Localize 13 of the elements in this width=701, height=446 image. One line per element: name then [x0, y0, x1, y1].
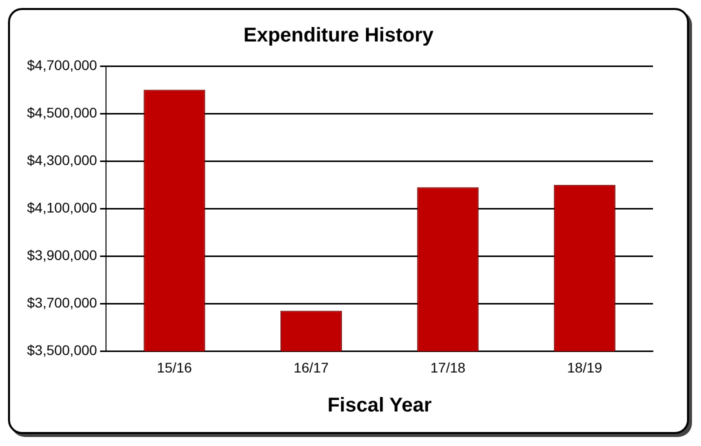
- x-tick-label: 16/17: [294, 359, 329, 376]
- y-tick-label: $3,900,000: [26, 246, 98, 263]
- y-tick-label: $4,700,000: [26, 56, 98, 73]
- y-tick-label: $3,700,000: [26, 294, 98, 311]
- y-tick-label: $4,500,000: [26, 104, 98, 120]
- y-tick-label: $4,300,000: [26, 152, 98, 168]
- x-tick-label: 17/18: [430, 359, 466, 376]
- chart-title: Expenditure History: [243, 24, 434, 47]
- x-axis-title: Fiscal Year: [327, 394, 432, 417]
- y-tick-label: $3,500,000: [26, 342, 98, 358]
- y-tick-label: $4,100,000: [26, 199, 98, 216]
- x-tick-label: 15/16: [156, 359, 192, 376]
- x-tick-label: 18/19: [567, 359, 602, 376]
